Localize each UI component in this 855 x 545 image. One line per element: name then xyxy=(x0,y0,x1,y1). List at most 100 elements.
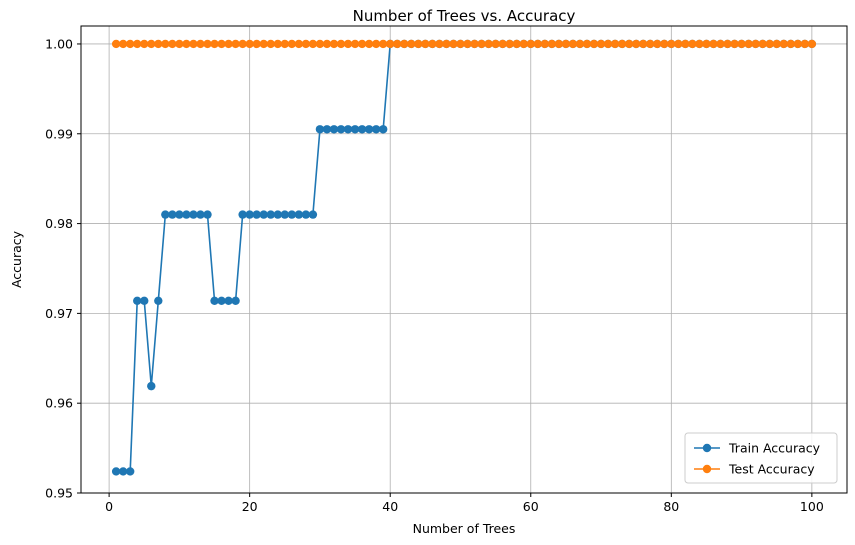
test-accuracy-point xyxy=(519,39,528,49)
test-accuracy-point xyxy=(357,39,367,49)
train-accuracy-point xyxy=(259,210,268,219)
train-accuracy-point xyxy=(231,296,240,306)
test-accuracy-point xyxy=(315,39,325,49)
test-accuracy-point xyxy=(470,39,479,49)
test-accuracy-point xyxy=(259,39,268,49)
x-tick-label: 100 xyxy=(800,499,824,514)
test-accuracy-point xyxy=(575,39,585,49)
test-accuracy-point xyxy=(442,39,451,49)
test-accuracy-point xyxy=(203,39,212,49)
test-accuracy-point xyxy=(266,39,275,49)
legend-test-accuracy-label: Test Accuracy xyxy=(728,462,815,477)
train-accuracy-point xyxy=(203,210,212,219)
test-accuracy-point xyxy=(631,39,641,49)
test-accuracy-point xyxy=(765,39,774,49)
test-accuracy-point xyxy=(554,39,564,49)
train-accuracy-point xyxy=(238,210,247,219)
test-accuracy-point xyxy=(737,39,746,49)
test-accuracy-point xyxy=(245,39,254,49)
test-accuracy-point xyxy=(147,39,156,49)
test-accuracy-point xyxy=(526,39,535,49)
test-accuracy-point xyxy=(533,39,542,49)
train-accuracy-point xyxy=(357,125,367,134)
test-accuracy-point xyxy=(730,39,739,49)
train-accuracy-point xyxy=(273,210,282,219)
plot-area-frame xyxy=(80,25,848,494)
test-accuracy-point xyxy=(252,39,261,49)
train-accuracy-point xyxy=(343,125,353,134)
train-accuracy-point xyxy=(364,125,374,134)
train-accuracy-point xyxy=(189,210,198,219)
test-accuracy-point xyxy=(568,39,578,49)
y-tick-label: 0.99 xyxy=(45,126,73,141)
test-accuracy-series xyxy=(111,39,817,49)
x-tick-label: 0 xyxy=(105,499,113,514)
test-accuracy-point xyxy=(772,39,781,49)
train-accuracy-point xyxy=(301,210,311,219)
y-tick-label: 0.97 xyxy=(45,306,73,321)
test-accuracy-point xyxy=(688,39,697,49)
test-accuracy-point xyxy=(456,39,465,49)
train-accuracy-point xyxy=(287,210,297,219)
test-accuracy-point xyxy=(343,39,353,49)
test-accuracy-point xyxy=(238,39,247,49)
test-accuracy-point xyxy=(786,39,795,49)
x-axis: 0 20 40 60 80 100 xyxy=(105,493,824,514)
test-accuracy-point xyxy=(407,39,416,49)
test-accuracy-point xyxy=(168,39,177,49)
test-accuracy-point xyxy=(498,39,507,49)
test-accuracy-point xyxy=(301,39,311,49)
test-accuracy-point xyxy=(175,39,184,49)
test-accuracy-point xyxy=(463,39,472,49)
test-accuracy-point xyxy=(547,39,557,49)
train-accuracy-point xyxy=(154,296,163,306)
test-accuracy-point xyxy=(793,39,803,49)
test-accuracy-point xyxy=(800,39,810,49)
test-accuracy-point xyxy=(336,39,346,49)
y-axis-title: Accuracy xyxy=(9,230,24,288)
train-accuracy-point xyxy=(168,210,177,219)
train-accuracy-point xyxy=(378,125,388,134)
train-accuracy-series xyxy=(111,39,817,476)
y-tick-label: 1.00 xyxy=(45,36,73,51)
test-accuracy-point xyxy=(273,39,282,49)
train-accuracy-point xyxy=(118,467,128,476)
test-accuracy-point xyxy=(723,39,732,49)
y-tick-label: 0.95 xyxy=(45,486,73,501)
legend-box xyxy=(684,432,838,484)
test-accuracy-point xyxy=(378,39,388,49)
train-accuracy-point xyxy=(266,210,275,219)
x-tick-label: 60 xyxy=(523,499,539,514)
x-tick-label: 40 xyxy=(382,499,398,514)
test-accuracy-point xyxy=(491,39,500,49)
test-accuracy-point xyxy=(610,39,620,49)
train-accuracy-point xyxy=(371,125,381,134)
test-accuracy-point xyxy=(393,39,402,49)
test-accuracy-point xyxy=(653,39,662,49)
test-accuracy-point xyxy=(639,39,648,49)
test-accuracy-point xyxy=(807,39,817,49)
train-accuracy-point xyxy=(125,467,135,476)
test-accuracy-point xyxy=(280,39,289,49)
train-accuracy-point xyxy=(161,210,170,219)
legend: Train Accuracy Test Accuracy xyxy=(684,432,838,484)
x-axis-title: Number of Trees xyxy=(413,521,516,536)
test-accuracy-point xyxy=(744,39,753,49)
test-accuracy-point xyxy=(350,39,360,49)
train-accuracy-point xyxy=(182,210,191,219)
grid-lines xyxy=(81,26,847,494)
train-accuracy-point xyxy=(175,210,184,219)
train-accuracy-point xyxy=(336,125,346,134)
legend-test-accuracy-marker xyxy=(702,464,712,474)
test-accuracy-point xyxy=(294,39,304,49)
test-accuracy-point xyxy=(779,39,788,49)
test-accuracy-point xyxy=(400,39,409,49)
test-accuracy-point xyxy=(449,39,458,49)
train-accuracy-point xyxy=(322,125,332,134)
test-accuracy-point xyxy=(512,39,521,49)
train-accuracy-line xyxy=(116,43,812,473)
test-accuracy-point xyxy=(702,39,711,49)
test-accuracy-point xyxy=(758,39,767,49)
train-accuracy-point xyxy=(315,125,325,134)
train-accuracy-point xyxy=(224,296,233,306)
